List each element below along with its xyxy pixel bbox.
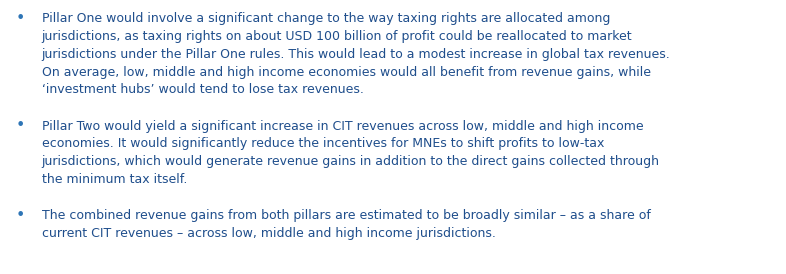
Text: current CIT revenues – across low, middle and high income jurisdictions.: current CIT revenues – across low, middl… (42, 227, 495, 240)
Text: On average, low, middle and high income economies would all benefit from revenue: On average, low, middle and high income … (42, 65, 651, 79)
Text: economies. It would significantly reduce the incentives for MNEs to shift profit: economies. It would significantly reduce… (42, 138, 604, 150)
Text: •: • (16, 11, 25, 26)
Text: •: • (16, 208, 25, 223)
Text: ‘investment hubs’ would tend to lose tax revenues.: ‘investment hubs’ would tend to lose tax… (42, 83, 364, 96)
Text: jurisdictions, as taxing rights on about USD 100 billion of profit could be real: jurisdictions, as taxing rights on about… (42, 30, 632, 43)
Text: Pillar One would involve a significant change to the way taxing rights are alloc: Pillar One would involve a significant c… (42, 12, 610, 25)
Text: The combined revenue gains from both pillars are estimated to be broadly similar: The combined revenue gains from both pil… (42, 209, 651, 222)
Text: jurisdictions, which would generate revenue gains in addition to the direct gain: jurisdictions, which would generate reve… (42, 155, 659, 168)
Text: jurisdictions under the Pillar One rules. This would lead to a modest increase i: jurisdictions under the Pillar One rules… (42, 48, 670, 61)
Text: •: • (16, 118, 25, 133)
Text: the minimum tax itself.: the minimum tax itself. (42, 173, 187, 186)
Text: Pillar Two would yield a significant increase in CIT revenues across low, middle: Pillar Two would yield a significant inc… (42, 120, 643, 133)
